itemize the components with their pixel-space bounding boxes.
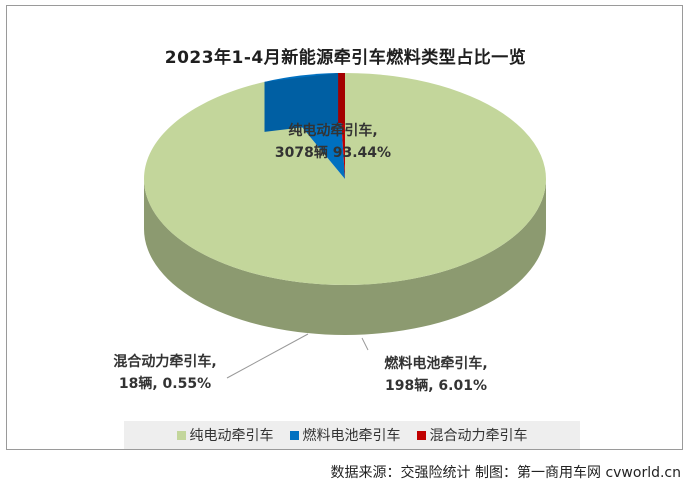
legend-swatch-hybrid [417,431,426,440]
source-note: 数据来源：交强险统计 制图：第一商用车网 cvworld.cn [331,462,681,482]
legend-item-hybrid: 混合动力牵引车 [417,425,528,445]
legend-swatch-electric [177,431,186,440]
label-hybrid-name: 混合动力牵引车, [113,353,216,370]
legend-swatch-fuelcell [290,431,299,440]
label-hybrid-value: 18辆, 0.55% [119,375,211,392]
label-fuelcell-name: 燃料电池牵引车, [384,355,487,372]
pie-front-hybrid [338,73,345,123]
legend: 纯电动牵引车 燃料电池牵引车 混合动力牵引车 [124,421,580,449]
legend-item-electric: 纯电动牵引车 [177,425,274,445]
label-electric-value: 3078辆 93.44% [275,144,391,161]
legend-label-hybrid: 混合动力牵引车 [430,425,528,445]
label-electric-name: 纯电动牵引车, [288,122,377,139]
legend-label-electric: 纯电动牵引车 [190,425,274,445]
legend-item-fuelcell: 燃料电池牵引车 [290,425,401,445]
label-fuelcell-value: 198辆, 6.01% [385,377,487,394]
legend-label-fuelcell: 燃料电池牵引车 [303,425,401,445]
leader-line-hybrid [227,334,308,378]
leader-line-fuelcell [362,338,368,350]
